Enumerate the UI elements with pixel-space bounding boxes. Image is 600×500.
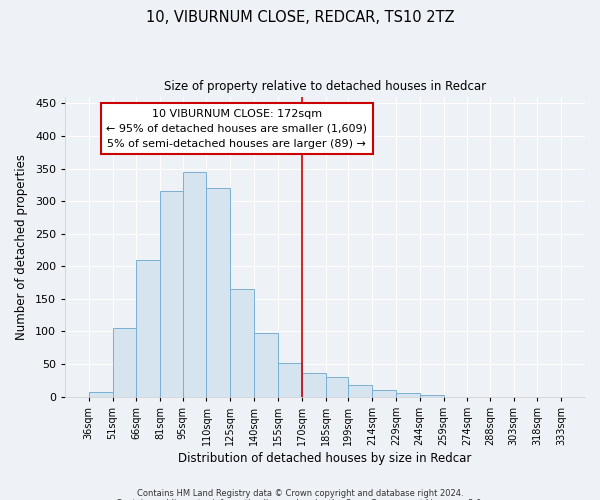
Bar <box>326 377 348 396</box>
Bar <box>348 385 372 396</box>
Bar <box>206 188 230 396</box>
Bar <box>420 394 443 396</box>
Text: Contains public sector information licensed under the Open Government Licence v : Contains public sector information licen… <box>116 498 484 500</box>
Bar <box>89 392 113 396</box>
X-axis label: Distribution of detached houses by size in Redcar: Distribution of detached houses by size … <box>178 452 472 465</box>
Bar <box>113 328 136 396</box>
Bar <box>372 390 396 396</box>
Text: 10 VIBURNUM CLOSE: 172sqm
← 95% of detached houses are smaller (1,609)
5% of sem: 10 VIBURNUM CLOSE: 172sqm ← 95% of detac… <box>106 109 367 148</box>
Bar <box>136 260 160 396</box>
Bar <box>302 372 326 396</box>
Text: Contains HM Land Registry data © Crown copyright and database right 2024.: Contains HM Land Registry data © Crown c… <box>137 488 463 498</box>
Title: Size of property relative to detached houses in Redcar: Size of property relative to detached ho… <box>164 80 486 93</box>
Bar <box>254 334 278 396</box>
Bar <box>160 192 182 396</box>
Bar <box>230 289 254 397</box>
Bar <box>396 394 420 396</box>
Y-axis label: Number of detached properties: Number of detached properties <box>15 154 28 340</box>
Text: 10, VIBURNUM CLOSE, REDCAR, TS10 2TZ: 10, VIBURNUM CLOSE, REDCAR, TS10 2TZ <box>146 10 454 25</box>
Bar <box>182 172 206 396</box>
Bar <box>278 363 302 396</box>
